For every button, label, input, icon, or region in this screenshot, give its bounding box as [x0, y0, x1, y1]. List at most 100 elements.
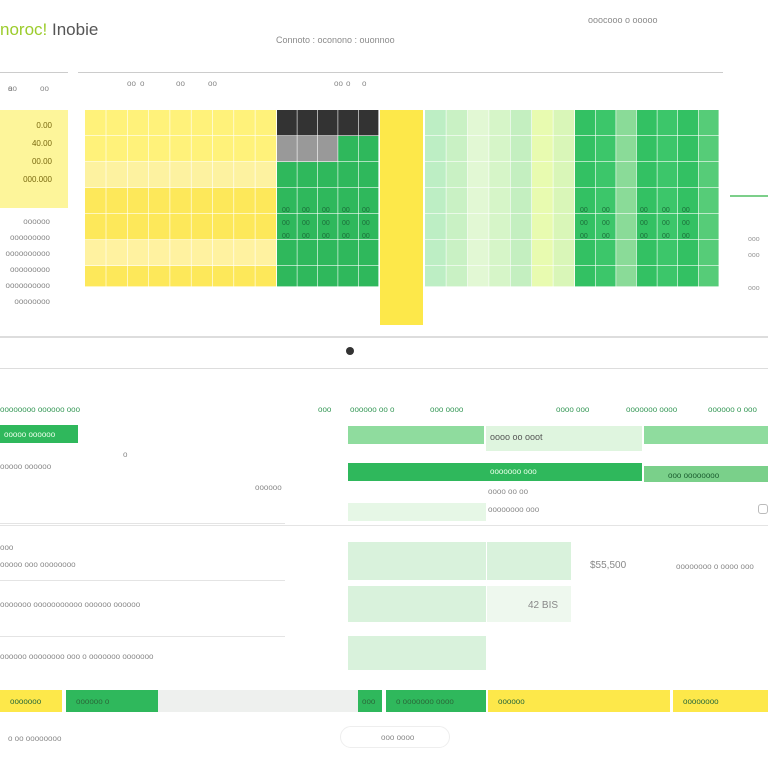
heat-cell [657, 162, 678, 188]
heat-cell [510, 188, 532, 214]
heat-cell [338, 266, 358, 287]
heat-cell [191, 136, 213, 162]
cell-label: 00 [362, 220, 370, 227]
cell-label: 00 [282, 207, 290, 214]
heat-cell [127, 240, 149, 266]
heat-cell [636, 136, 657, 162]
heat-cell [698, 110, 719, 136]
heat-cell [106, 188, 127, 214]
heat-cell [85, 214, 106, 240]
row-bar[interactable]: ooooo oooooo [0, 425, 78, 443]
heat-cell [297, 214, 318, 240]
row-label: oooooooooo [6, 249, 51, 258]
cell-bar [487, 542, 571, 580]
heat-cell [234, 136, 255, 162]
heat-cell [234, 162, 255, 188]
heat-cell [446, 162, 468, 188]
footer-button[interactable]: o ooooooo oooo [386, 690, 486, 712]
heat-cell [616, 110, 637, 136]
heat-cell [678, 110, 698, 136]
divider [78, 72, 723, 73]
footer-button[interactable]: oooooo o [66, 690, 158, 712]
header-right[interactable]: ooocooo o ooooo [588, 15, 658, 25]
column-header: ooo [318, 405, 332, 414]
header-nav[interactable]: Connoto : oconono : ouonnoo [276, 35, 395, 45]
heat-cell [467, 110, 489, 136]
corner-label: ao [8, 84, 17, 93]
footer-button[interactable]: oooooo [488, 690, 670, 712]
row-value: 0.00 [36, 121, 52, 130]
heat-cell [553, 188, 575, 214]
heat-cell [657, 266, 678, 287]
heat-cell [106, 136, 127, 162]
heat-cell [698, 266, 719, 287]
column-label: o [362, 79, 367, 88]
heat-cell [212, 188, 234, 214]
row-sub: oooooo [255, 483, 282, 492]
heat-cell [425, 162, 446, 188]
heat-cell [657, 214, 678, 240]
heat-cell [148, 266, 170, 287]
heat-cell [358, 188, 379, 214]
column-label: o [346, 79, 351, 88]
heat-cell [234, 188, 255, 214]
footer-button[interactable]: ooo [358, 690, 382, 712]
cell-bar [644, 466, 768, 482]
heat-cell [170, 136, 191, 162]
heat-cell [595, 266, 616, 287]
cell-bar [486, 426, 642, 451]
heat-cell [595, 162, 616, 188]
heat-cell [678, 240, 698, 266]
footer-center[interactable]: ooo oooo [340, 726, 450, 748]
side-label: ooo [748, 252, 760, 259]
heat-cell [657, 240, 678, 266]
heat-cell [425, 266, 446, 287]
heat-cell [489, 240, 510, 266]
row-label: oooooooooo [6, 281, 51, 290]
heat-cell [636, 266, 657, 287]
heat-cell [532, 162, 553, 188]
cell-text: oooo oo oo [488, 487, 529, 496]
footer-button[interactable]: ooooooo [0, 690, 62, 712]
checkbox[interactable] [758, 504, 768, 514]
heat-cell [212, 110, 234, 136]
heat-cell [616, 240, 637, 266]
heat-cell [297, 136, 318, 162]
heat-cell [467, 240, 489, 266]
heat-cell [446, 136, 468, 162]
value: 42 BIS [528, 600, 559, 611]
heat-cell [127, 162, 149, 188]
heat-cell [678, 136, 698, 162]
heat-cell [489, 266, 510, 287]
heat-cell [595, 188, 616, 214]
heat-cell [148, 240, 170, 266]
heat-cell [553, 110, 575, 136]
heat-cell [446, 266, 468, 287]
cell-text: ooo oooooooo [668, 471, 720, 480]
heat-cell [297, 188, 318, 214]
heat-cell [234, 110, 255, 136]
heat-cell [575, 214, 595, 240]
heat-cell [532, 110, 553, 136]
heat-cell [636, 214, 657, 240]
heat-cell [191, 214, 213, 240]
heat-cell [616, 214, 637, 240]
cell-bar [348, 463, 642, 481]
heat-cell [277, 214, 297, 240]
row-label: ooooooooo [10, 233, 51, 242]
logo[interactable]: noroc! Inobie [0, 20, 98, 40]
heat-cell [255, 240, 277, 266]
heat-cell [678, 162, 698, 188]
heat-cell [317, 214, 338, 240]
heat-cell [467, 266, 489, 287]
heat-cell [277, 188, 297, 214]
cell-label: 00 [302, 233, 310, 240]
column-label: oo [208, 79, 217, 88]
footer-button[interactable]: oooooooo [673, 690, 768, 712]
row-line [0, 523, 285, 524]
heat-cell [616, 162, 637, 188]
pager-dot[interactable] [346, 347, 354, 355]
heat-cell [191, 240, 213, 266]
heat-cell [425, 188, 446, 214]
heat-cell [510, 214, 532, 240]
